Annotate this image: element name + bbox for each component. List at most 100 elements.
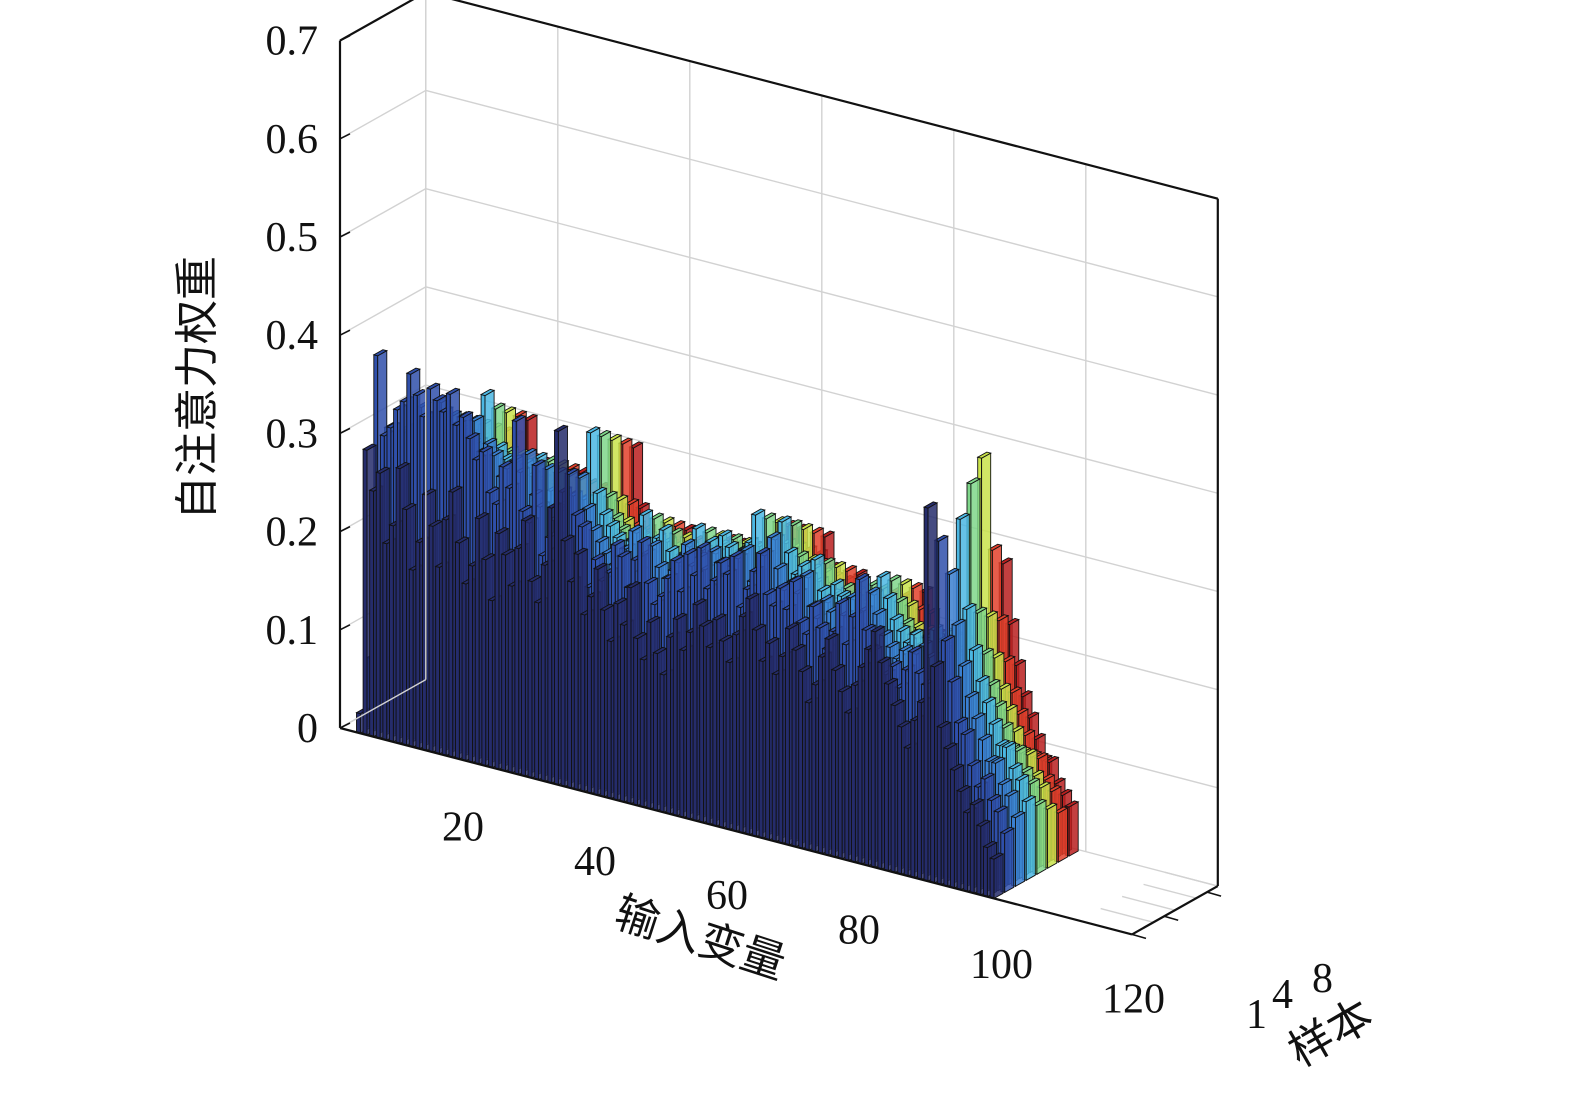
bar-face-top bbox=[961, 602, 978, 610]
bar-face-front bbox=[950, 768, 955, 889]
bar-face-top bbox=[969, 798, 985, 806]
bar-face-top bbox=[520, 514, 536, 522]
gridline-floor bbox=[1164, 871, 1218, 887]
bar-face-front bbox=[699, 624, 705, 824]
bar-face-front bbox=[686, 631, 691, 820]
z-tick-mark bbox=[339, 427, 351, 435]
bar-face-top bbox=[643, 576, 659, 584]
z-tick-mark bbox=[339, 34, 351, 42]
bar-face-top bbox=[750, 508, 766, 516]
bar-face-front bbox=[666, 635, 672, 815]
bar-face-top bbox=[977, 733, 993, 741]
bar-face-top bbox=[664, 545, 681, 553]
bars-layer bbox=[355, 349, 1080, 900]
bar-face-top bbox=[929, 660, 945, 668]
bar-face-front bbox=[824, 637, 830, 856]
y-tick-label: 4 bbox=[1272, 972, 1293, 1018]
bar-face-front bbox=[461, 582, 467, 762]
bar-face-top bbox=[997, 778, 1013, 786]
y-axis-label: 样本 bbox=[1280, 989, 1382, 1077]
bar-face-front bbox=[389, 524, 394, 743]
bar-face-front bbox=[923, 506, 929, 882]
bar-face-front bbox=[362, 448, 368, 736]
bar-face-top bbox=[610, 538, 626, 546]
bar-face-front bbox=[547, 506, 553, 784]
bar-face-top bbox=[950, 618, 967, 626]
bar-face-top bbox=[627, 524, 643, 532]
z-tick-label: 0.5 bbox=[266, 215, 319, 261]
bar-face-top bbox=[447, 485, 464, 493]
x-tick-label: 100 bbox=[970, 942, 1033, 988]
bar-face-top bbox=[776, 515, 793, 523]
bar-face-front bbox=[626, 586, 632, 805]
bar-face-top bbox=[445, 387, 461, 395]
z-tick-label: 0.3 bbox=[266, 411, 319, 457]
bar-face-top bbox=[695, 541, 712, 549]
bar-face-front bbox=[521, 519, 526, 777]
bar-face-top bbox=[1014, 773, 1030, 781]
bar-face-top bbox=[788, 575, 804, 583]
bar-face-side bbox=[1057, 807, 1068, 863]
axis-frame-line bbox=[339, 679, 427, 729]
bar-face-top bbox=[375, 466, 391, 474]
axis-frame-line bbox=[339, 726, 1133, 936]
bar-face-top bbox=[799, 569, 815, 577]
bar-face-top bbox=[960, 728, 976, 736]
x-tick-label: 20 bbox=[442, 804, 484, 850]
bar-face-front bbox=[587, 595, 592, 795]
bar-face-top bbox=[990, 756, 1007, 764]
z-axis-label: 自注意力权重 bbox=[172, 256, 223, 520]
bar-face-front bbox=[851, 683, 856, 863]
bar-face-front bbox=[488, 599, 493, 769]
bar-face-top bbox=[1021, 795, 1037, 803]
bar bbox=[988, 852, 1005, 900]
bar-face-top bbox=[425, 382, 441, 390]
bar-face-top bbox=[982, 841, 998, 849]
bar-face-top bbox=[680, 538, 696, 546]
bar-face-front bbox=[719, 639, 724, 829]
bar-face-top bbox=[559, 534, 576, 542]
bar-face-top bbox=[976, 451, 992, 459]
bar-face-top bbox=[871, 607, 888, 615]
bar-face-top bbox=[854, 572, 870, 581]
bar-face-top bbox=[764, 636, 780, 645]
bar-face-top bbox=[728, 550, 745, 558]
bar-face-front bbox=[474, 517, 480, 765]
bar-face-side bbox=[1025, 795, 1036, 882]
bar-face-front bbox=[560, 539, 566, 788]
bar-face-top bbox=[479, 388, 496, 397]
bar-face-top bbox=[979, 772, 996, 780]
gridline-z-side bbox=[339, 286, 427, 336]
z-tick-mark bbox=[339, 525, 351, 533]
z-tick-label: 0.6 bbox=[266, 117, 319, 163]
bar-face-top bbox=[808, 600, 824, 608]
bar-face-front bbox=[917, 701, 922, 881]
bar-face-front bbox=[864, 648, 870, 867]
bar-face-front bbox=[963, 811, 969, 893]
gridline-z-side bbox=[339, 89, 427, 140]
bar-face-top bbox=[478, 445, 494, 453]
z-tick-mark bbox=[339, 231, 351, 238]
bar-face-top bbox=[372, 349, 389, 357]
bar-face-top bbox=[1063, 800, 1080, 808]
bar-face-front bbox=[613, 602, 619, 801]
bar-face-front bbox=[567, 580, 573, 789]
bar-face-top bbox=[645, 615, 662, 623]
bar-face-front bbox=[455, 541, 460, 760]
bar-face-top bbox=[964, 690, 980, 698]
bar-face-top bbox=[739, 544, 756, 552]
bar-face-top bbox=[482, 437, 498, 445]
axis-frame-line bbox=[339, 0, 415, 42]
z-tick-mark bbox=[339, 329, 351, 336]
bar-face-front bbox=[818, 655, 823, 855]
axis-frame-line bbox=[451, 0, 1219, 200]
bar-face-front bbox=[356, 712, 361, 734]
bar-face-top bbox=[936, 720, 952, 729]
bar-face-front bbox=[653, 652, 658, 812]
y-tick-label: 8 bbox=[1312, 956, 1333, 1002]
bar-face-side bbox=[1047, 803, 1058, 869]
bar-face-front bbox=[448, 490, 454, 758]
bar-face-top bbox=[988, 852, 1005, 860]
y-tick-mark bbox=[1131, 933, 1147, 940]
bar-face-top bbox=[986, 793, 1002, 802]
